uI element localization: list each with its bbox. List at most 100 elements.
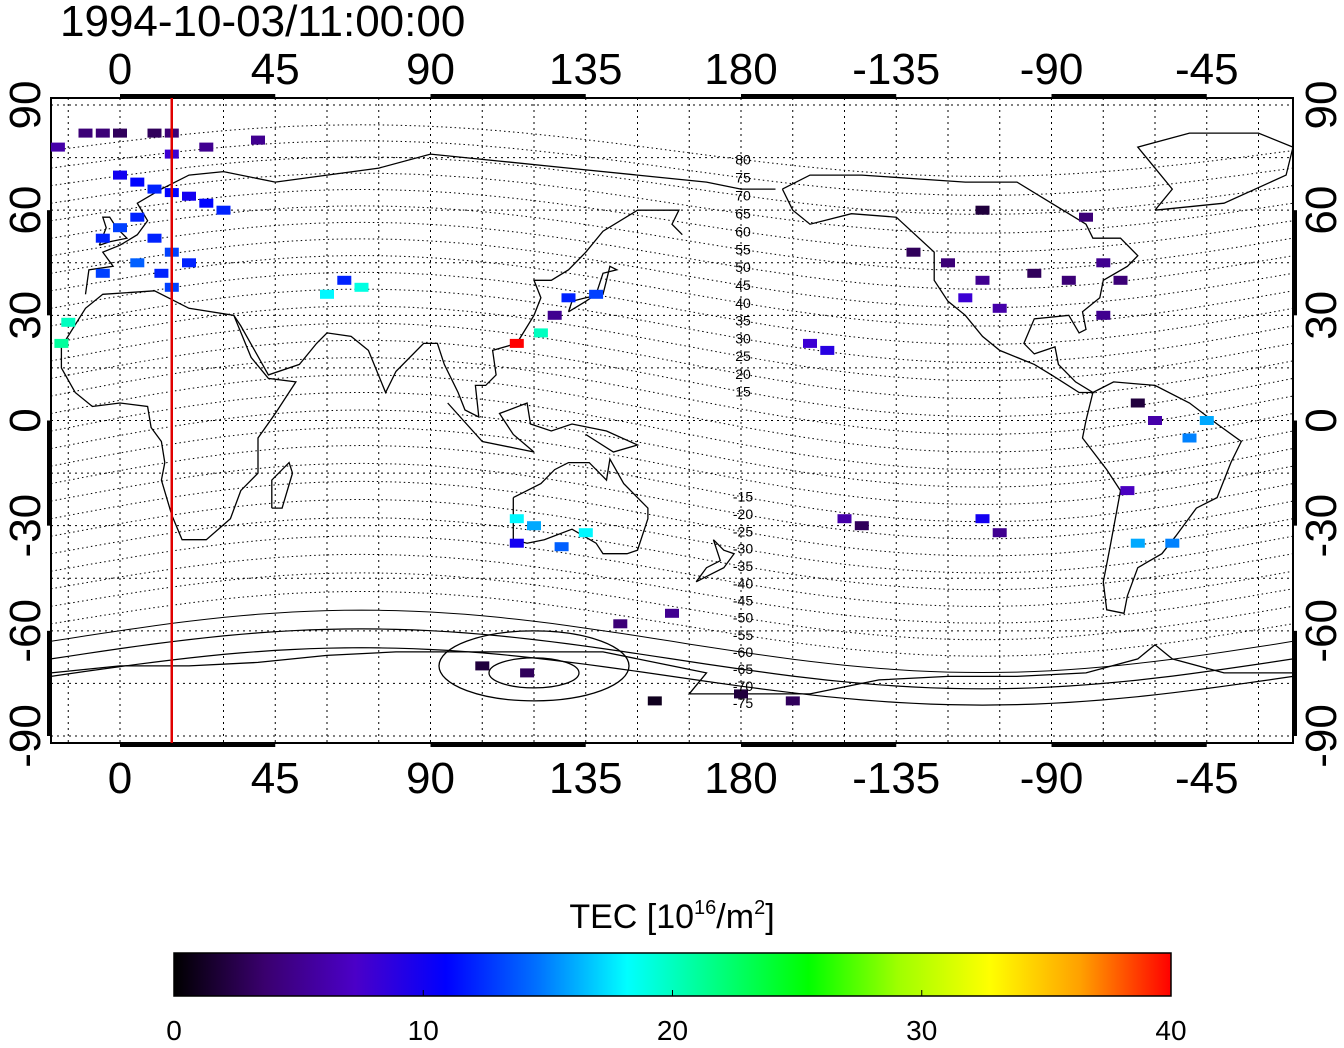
contour-line	[50, 188, 1294, 253]
tec-point	[1120, 486, 1135, 496]
y-tick-labels-right: 90 60 30 0 -30 -60 -90	[1297, 81, 1344, 768]
tec-point	[1113, 275, 1128, 285]
colorbar-label-main: TEC [10	[569, 898, 694, 936]
tec-point	[182, 191, 196, 201]
contour-label: 30	[735, 330, 751, 346]
coastline	[233, 209, 683, 419]
x-tick-label-top: 180	[704, 45, 777, 94]
tec-point	[1148, 416, 1162, 425]
y-tick-label-left: -60	[1, 599, 50, 663]
tec-point	[527, 521, 541, 531]
contour-line	[50, 156, 1294, 215]
x-tick-label-bottom: -135	[852, 754, 940, 803]
contour-label: 20	[735, 366, 751, 382]
contour-line	[50, 517, 1294, 591]
coastline	[512, 457, 649, 555]
tec-point	[509, 338, 524, 348]
tec-point	[975, 205, 990, 215]
contour-label: -75	[733, 695, 753, 711]
tec-point	[1079, 212, 1093, 222]
colorbar-label-sup1: 16	[694, 897, 716, 919]
contour-label: -70	[733, 678, 753, 694]
contour-line	[50, 480, 1294, 557]
tec-point	[113, 128, 127, 138]
tec-point	[337, 275, 352, 285]
contour-label: -35	[733, 558, 753, 574]
frame-bar-y	[47, 420, 52, 526]
tec-point	[113, 170, 127, 180]
tec-point	[785, 696, 800, 706]
tec-point	[320, 289, 334, 299]
contour-label: -20	[733, 506, 753, 522]
contour-label: 40	[735, 295, 751, 311]
tec-point	[803, 338, 817, 348]
x-tick-label-bottom: 0	[108, 754, 132, 803]
tec-point	[1165, 538, 1180, 548]
y-tick-label-right: 0	[1297, 408, 1344, 432]
y-tick-label-left: -90	[1, 704, 50, 768]
colorbar-tick-label: 20	[657, 1015, 688, 1046]
tec-point	[1130, 538, 1145, 548]
colorbar-tick-label: 40	[1155, 1015, 1186, 1046]
coastline	[447, 402, 640, 453]
y-tick-label-left: -30	[1, 494, 50, 558]
contour-line	[50, 628, 1294, 690]
colorbar-tick-label: 30	[906, 1015, 937, 1046]
tec-point	[199, 142, 214, 152]
contour-label: 75	[735, 169, 751, 185]
coastlines	[50, 132, 1294, 695]
contour-label: -25	[733, 523, 753, 539]
colorbar-label-mid: /m	[716, 898, 754, 936]
contour-label: 35	[735, 313, 751, 329]
frame-bar-y	[1292, 630, 1297, 736]
tec-point	[130, 177, 145, 187]
tec-point	[1027, 268, 1042, 278]
contour-label: 55	[735, 241, 751, 257]
contour-label: 15	[735, 383, 751, 399]
contour-line	[50, 255, 1294, 327]
contour-label: -65	[733, 661, 753, 677]
colorbar-label-sup2: 2	[754, 897, 765, 919]
tec-point	[95, 128, 110, 138]
frame-bar-y	[1292, 420, 1297, 526]
tec-point	[113, 223, 127, 233]
contour-loop	[488, 657, 580, 689]
tec-observations	[50, 128, 1214, 706]
tec-point	[78, 128, 93, 138]
contour-line	[50, 288, 1294, 364]
y-tick-label-right: -30	[1297, 494, 1344, 558]
frame-bar-x	[1051, 742, 1207, 747]
colorbar-label-end: ]	[765, 898, 774, 936]
tec-point	[837, 514, 852, 524]
contour-line	[50, 391, 1294, 471]
tec-point	[547, 310, 562, 320]
contour-line	[50, 647, 1294, 706]
contour-line	[50, 553, 1294, 624]
contour-line	[50, 409, 1294, 488]
x-tick-labels-top: 0 45 90 135 180 -135 -90 -45	[108, 45, 1239, 94]
contour-label: 80	[735, 151, 751, 167]
contour-line	[50, 271, 1294, 345]
tec-point	[589, 289, 604, 299]
frame-bar-x	[120, 94, 276, 99]
colorbar-label: TEC [1016/m2]	[569, 897, 774, 936]
contour-line	[50, 444, 1294, 523]
tec-point	[958, 293, 973, 303]
frame-bar-y	[47, 630, 52, 736]
contour-line	[50, 374, 1294, 453]
magnetic-latitude-contours	[50, 124, 1294, 706]
x-tick-label-top: -135	[852, 45, 940, 94]
x-tick-label-bottom: 45	[251, 754, 300, 803]
x-tick-labels-bottom: 0 45 90 135 180 -135 -90 -45	[108, 754, 1239, 803]
coastline	[98, 216, 129, 246]
colorbar-ticks: 0 10 20 30 40	[166, 990, 1187, 1046]
tec-point	[1130, 398, 1145, 408]
coastline	[50, 643, 1293, 695]
tec-point	[54, 338, 69, 348]
tec-point	[975, 514, 990, 524]
contour-line	[50, 305, 1294, 382]
coastline	[60, 290, 298, 541]
tec-point	[199, 198, 214, 208]
